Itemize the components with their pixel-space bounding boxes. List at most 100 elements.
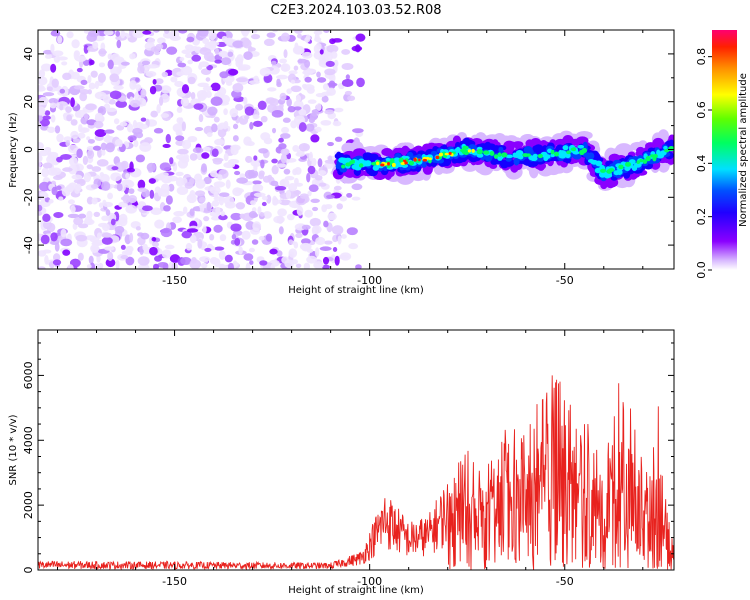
heatmap-noise-cell <box>101 232 113 238</box>
heatmap-noise-cell <box>94 129 107 138</box>
heatmap-noise-cell <box>97 262 104 269</box>
heatmap-noise-cell <box>40 192 49 199</box>
heatmap-noise-cell <box>334 107 344 113</box>
heatmap-noise-cell <box>189 208 195 217</box>
heatmap-noise-cell <box>198 196 206 203</box>
heatmap-noise-cell <box>120 61 130 66</box>
y-tick-label: 4000 <box>22 426 35 454</box>
heatmap-noise-cell <box>189 189 196 200</box>
heatmap-noise-cell <box>114 225 125 234</box>
heatmap-noise-cell <box>305 123 315 132</box>
heatmap-noise-cell <box>157 262 169 268</box>
heatmap-noise-cell <box>50 43 55 54</box>
heatmap-noise-cell <box>235 103 244 111</box>
heatmap-noise-cell <box>252 114 260 120</box>
heatmap-noise-cell <box>187 135 198 143</box>
heatmap-noise-cell <box>290 85 302 93</box>
heatmap-noise-cell <box>278 137 284 143</box>
heatmap-noise-cell <box>288 70 298 75</box>
heatmap-noise-cell <box>38 96 49 106</box>
heatmap-noise-cell <box>322 83 329 91</box>
heatmap-noise-cell <box>207 41 220 47</box>
heatmap-noise-cell <box>166 46 178 55</box>
heatmap-noise-cell <box>84 216 93 225</box>
heatmap-noise-cell <box>284 176 295 181</box>
heatmap-noise-cell <box>285 189 292 200</box>
heatmap-noise-cell <box>280 179 286 188</box>
heatmap-noise-cell <box>104 246 115 251</box>
heatmap-noise-cell <box>126 123 134 133</box>
heatmap-noise-cell <box>304 59 311 68</box>
heatmap-noise-cell <box>248 47 256 52</box>
heatmap-noise-cell <box>59 103 64 111</box>
heatmap-noise-cell <box>91 166 102 172</box>
heatmap-noise-cell <box>248 211 258 219</box>
heatmap-noise-cell <box>165 195 173 205</box>
heatmap-noise-cell <box>65 140 71 147</box>
colorbar-tick-label: 0.4 <box>695 155 708 173</box>
heatmap-noise-cell <box>246 141 255 147</box>
heatmap-noise-cell <box>89 59 95 66</box>
heatmap-noise-cell <box>156 104 161 114</box>
heatmap-noise-cell <box>283 49 288 59</box>
heatmap-noise-cell <box>44 54 53 59</box>
heatmap-noise-cell <box>314 174 323 181</box>
heatmap-noise-cell <box>80 79 88 86</box>
heatmap-noise-cell <box>108 98 116 105</box>
heatmap-signal-cell <box>341 164 346 169</box>
heatmap-noise-cell <box>150 46 161 53</box>
heatmap-signal-cell <box>501 152 508 158</box>
heatmap-noise-cell <box>297 33 302 39</box>
heatmap-noise-cell <box>230 144 241 151</box>
heatmap-noise-cell <box>235 202 246 210</box>
heatmap-noise-cell <box>347 95 356 101</box>
heatmap-noise-cell <box>111 166 119 171</box>
heatmap-noise-cell <box>259 67 271 77</box>
heatmap-noise-cell <box>321 264 331 269</box>
heatmap-signal-cell <box>476 148 483 155</box>
heatmap-noise-cell <box>232 83 244 93</box>
heatmap-noise-cell <box>58 196 64 201</box>
heatmap-noise-cell <box>304 37 311 43</box>
heatmap-noise-cell <box>198 64 203 70</box>
x-tick-label: -150 <box>162 274 187 287</box>
heatmap-noise-cell <box>304 76 312 83</box>
heatmap-noise-cell <box>56 185 62 191</box>
heatmap-noise-cell <box>309 217 321 227</box>
heatmap-noise-cell <box>260 115 268 123</box>
snr-y-axis-label: SNR (10 * v/v) <box>8 414 19 485</box>
heatmap-noise-cell <box>73 217 84 226</box>
heatmap-noise-cell <box>311 157 317 167</box>
heatmap-noise-cell <box>201 163 207 173</box>
colorbar-tick-label: 0.8 <box>695 48 708 66</box>
heatmap-signal-cell <box>390 157 395 164</box>
heatmap-noise-cell <box>120 255 129 260</box>
heatmap-noise-cell <box>86 164 93 170</box>
heatmap-noise-cell <box>107 192 114 200</box>
x-tick-label: -150 <box>162 575 187 588</box>
heatmap-noise-cell <box>150 110 158 118</box>
heatmap-noise-cell <box>92 145 102 151</box>
y-tick-label: -40 <box>22 236 35 254</box>
heatmap-noise-cell <box>50 114 56 123</box>
heatmap-noise-cell <box>176 71 185 77</box>
heatmap-noise-cell <box>300 238 311 245</box>
heatmap-noise-cell <box>127 135 137 142</box>
heatmap-noise-cell <box>336 203 344 210</box>
colorbar-label: Normalized spectral amplitude <box>738 73 749 227</box>
heatmap-noise-cell <box>218 192 230 198</box>
heatmap-noise-cell <box>217 174 223 181</box>
heatmap-noise-cell <box>74 50 80 58</box>
heatmap-noise-cell <box>332 120 342 127</box>
heatmap-noise-cell <box>257 100 267 111</box>
heatmap-ticks: -150 -100 -50 -40 -20 0 20 40 <box>22 29 674 287</box>
heatmap-noise-cell <box>308 117 315 124</box>
heatmap-noise-cell <box>194 126 204 132</box>
heatmap-noise-cell <box>83 113 89 120</box>
heatmap-noise-cell <box>239 173 246 179</box>
heatmap-noise-cell <box>192 147 204 154</box>
heatmap-noise-cell <box>160 113 170 118</box>
heatmap-noise-cell <box>107 59 114 70</box>
heatmap-noise-cell <box>75 55 87 62</box>
heatmap-noise-cell <box>286 97 292 107</box>
